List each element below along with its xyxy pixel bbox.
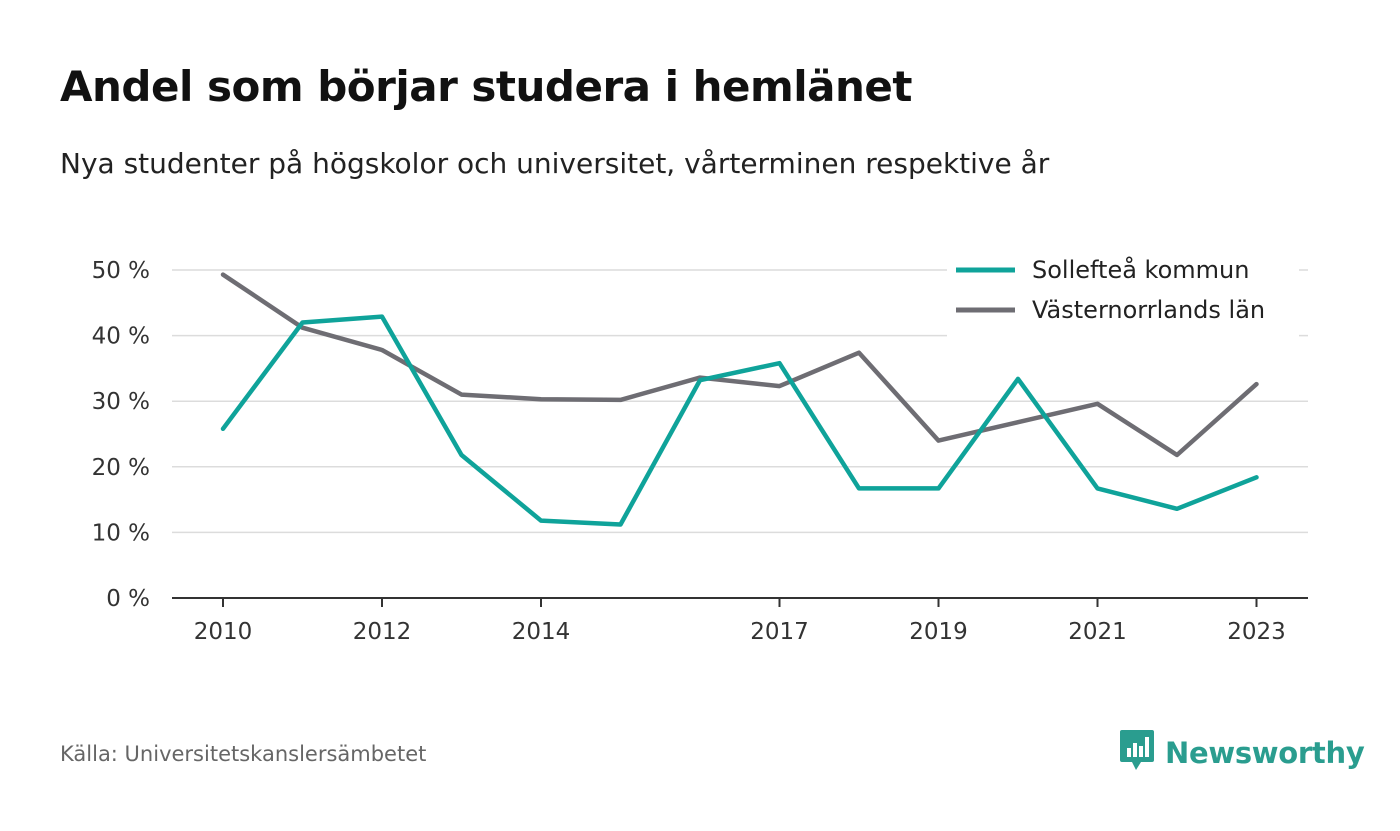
- y-tick-label: 50 %: [92, 258, 150, 284]
- legend-background: [947, 248, 1299, 338]
- x-tick-label: 2014: [512, 619, 571, 645]
- y-tick-label: 10 %: [92, 520, 150, 546]
- series-line-vasternorrland: [220, 272, 1259, 458]
- x-tick-label: 2017: [750, 619, 809, 645]
- y-tick-label: 40 %: [92, 324, 150, 350]
- x-axis-labels: 2010 2012 2014 2017 2019 2021 2023: [194, 619, 1286, 645]
- y-tick-label: 30 %: [92, 389, 150, 415]
- page-title: Andel som börjar studera i hemlänet: [60, 62, 913, 111]
- legend-label: Västernorrlands län: [1032, 296, 1265, 324]
- page-subtitle: Nya studenter på högskolor och universit…: [60, 147, 1050, 180]
- y-axis-labels: 0 % 10 % 20 % 30 % 40 % 50 %: [92, 258, 150, 612]
- legend: Sollefteå kommun Västernorrlands län: [947, 248, 1299, 338]
- y-tick-label: 0 %: [106, 586, 150, 612]
- line-chart: 0 % 10 % 20 % 30 % 40 % 50 % 2010 2012 2014 2017…: [91, 248, 1308, 645]
- x-tick-label: 2010: [194, 619, 253, 645]
- series-lines: [220, 272, 1259, 527]
- x-axis: [172, 597, 1308, 607]
- y-tick-label: 20 %: [92, 455, 150, 481]
- newsworthy-logo-icon: [1119, 728, 1155, 777]
- x-tick-label: 2012: [353, 619, 412, 645]
- brand-name: Newsworthy: [1165, 735, 1365, 770]
- legend-label: Sollefteå kommun: [1032, 255, 1249, 284]
- source-note: Källa: Universitetskanslersämbetet: [60, 742, 427, 766]
- x-tick-label: 2021: [1068, 619, 1127, 645]
- x-tick-label: 2023: [1227, 619, 1286, 645]
- x-tick-label: 2019: [909, 619, 968, 645]
- series-line-solleftea: [220, 314, 1259, 527]
- brand-logo: Newsworthy: [1119, 728, 1365, 777]
